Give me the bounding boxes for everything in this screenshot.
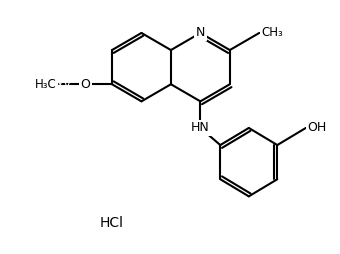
Text: methoxy: methoxy xyxy=(20,78,72,91)
Text: O: O xyxy=(81,78,90,91)
Text: N: N xyxy=(196,26,205,39)
Text: OH: OH xyxy=(308,121,327,134)
Text: H₃C: H₃C xyxy=(35,78,57,91)
Text: CH₃: CH₃ xyxy=(261,26,283,39)
Text: HN: HN xyxy=(191,121,210,134)
Text: methoxy: methoxy xyxy=(7,78,59,91)
Text: HCl: HCl xyxy=(100,216,124,230)
